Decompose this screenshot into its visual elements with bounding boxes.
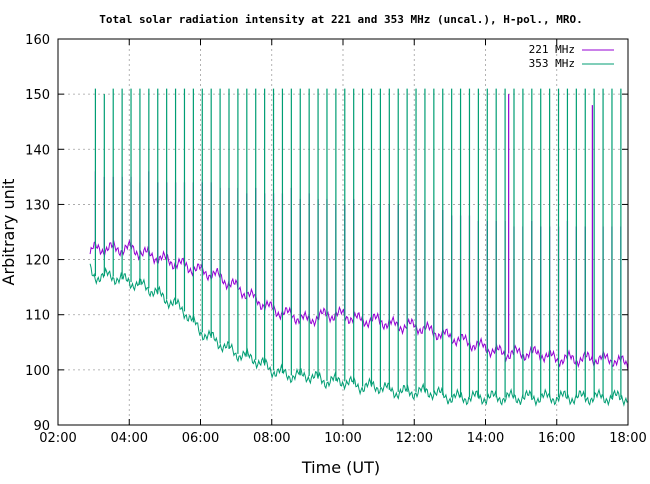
y-tick-label: 150 xyxy=(25,88,50,103)
y-tick-label: 110 xyxy=(25,309,50,324)
series-line xyxy=(89,263,629,407)
y-tick-label: 90 xyxy=(33,419,50,434)
x-tick-label: 08:00 xyxy=(253,431,290,446)
plot-series xyxy=(89,88,629,407)
y-axis-title: Arbitrary unit xyxy=(0,179,18,286)
series-line xyxy=(89,238,629,371)
x-tick-label: 14:00 xyxy=(467,431,504,446)
x-tick-label: 02:00 xyxy=(39,431,76,446)
x-axis-title: Time (UT) xyxy=(301,458,380,477)
y-tick-label: 100 xyxy=(25,364,50,379)
y-tick-labels: 90 100 110 120 130 140 150 160 xyxy=(25,33,50,434)
x-tick-label: 06:00 xyxy=(182,431,219,446)
y-tick-label: 120 xyxy=(25,254,50,269)
x-tick-label: 16:00 xyxy=(538,431,575,446)
x-tick-label: 12:00 xyxy=(396,431,433,446)
x-tick-label: 04:00 xyxy=(111,431,148,446)
y-tick-label: 160 xyxy=(25,33,50,48)
y-tick-label: 140 xyxy=(25,143,50,158)
chart-title: Total solar radiation intensity at 221 a… xyxy=(99,13,582,26)
legend-label-353: 353 MHz xyxy=(529,57,575,70)
x-tick-label: 10:00 xyxy=(324,431,361,446)
legend-label-221: 221 MHz xyxy=(529,43,575,56)
x-tick-labels: 02:00 04:00 06:00 08:00 10:00 12:00 14:00 16:00… xyxy=(39,431,646,446)
axis-ticks xyxy=(57,38,629,426)
x-tick-label: 18:00 xyxy=(609,431,646,446)
legend: 221 MHz 353 MHz xyxy=(529,43,614,70)
y-tick-label: 130 xyxy=(25,198,50,213)
series-353-mhz xyxy=(89,88,629,407)
